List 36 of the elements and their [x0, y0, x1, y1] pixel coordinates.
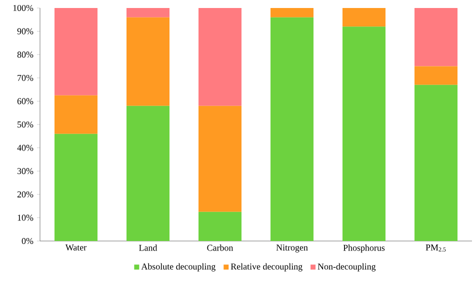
- bar: [54, 95, 98, 134]
- bar: [342, 26, 386, 241]
- bar: [198, 106, 242, 212]
- bar: [198, 212, 242, 241]
- y-tick-label: 80%: [17, 52, 34, 58]
- y-tick-label: 60%: [17, 98, 34, 104]
- y-tick-label: 20%: [17, 191, 34, 198]
- y-tick-label: 50%: [18, 121, 34, 128]
- y-tick-label: 0%: [22, 238, 34, 244]
- y-tick-label: 100%: [13, 4, 34, 12]
- y-tick-label: 90%: [17, 28, 34, 34]
- y-tick-label: 40%: [17, 144, 34, 151]
- x-tick-label: Land: [139, 244, 158, 251]
- bar: [414, 66, 458, 85]
- y-tick-label: 10%: [18, 214, 34, 221]
- bar: [342, 8, 386, 27]
- bar: [126, 106, 170, 241]
- bar: [54, 8, 98, 96]
- bar: [198, 8, 242, 106]
- x-tick-label: Carbon: [207, 244, 234, 251]
- y-tick-label: 30%: [17, 168, 34, 174]
- bar: [126, 17, 170, 106]
- legend-label: Non-decoupling: [318, 263, 376, 272]
- x-tick-label: Phosphorus: [343, 244, 385, 253]
- bar: [414, 8, 458, 66]
- x-tick-label: Water: [65, 244, 87, 251]
- bar: [126, 8, 170, 18]
- bar: [54, 134, 98, 241]
- bar: [270, 8, 314, 18]
- legend-label: Relative decoupling: [230, 263, 302, 272]
- y-tick-label: 70%: [18, 74, 34, 81]
- x-tick-label: PM$_{2.5}$: [426, 244, 446, 252]
- x-tick-label: Nitrogen: [276, 244, 308, 252]
- bar: [414, 84, 458, 241]
- legend-label: Absolute decoupling: [141, 263, 216, 272]
- bar: [270, 17, 314, 241]
